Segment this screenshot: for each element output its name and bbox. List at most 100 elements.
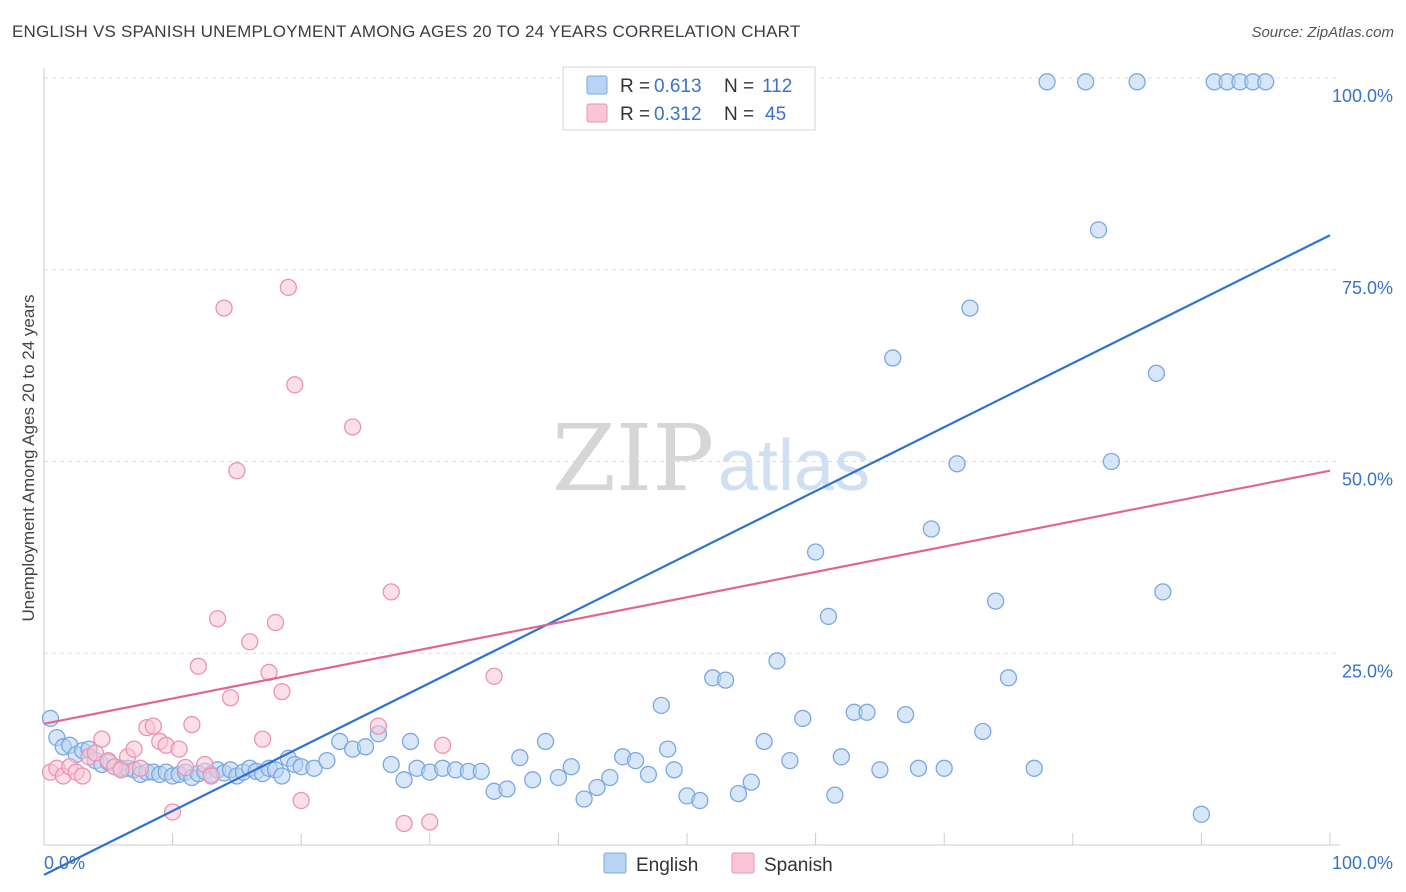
english-point-46 bbox=[382, 755, 400, 774]
english-point-48 bbox=[401, 732, 420, 751]
spanish-n-label: N = bbox=[724, 104, 754, 125]
english-point-87 bbox=[871, 761, 889, 779]
english-point-47 bbox=[395, 771, 413, 789]
english-point-70 bbox=[665, 761, 683, 779]
spanish-swatch bbox=[586, 103, 608, 123]
english-trend-line bbox=[43, 234, 1331, 876]
spanish-point-25 bbox=[202, 767, 220, 785]
spanish-n-value: 45 bbox=[765, 104, 786, 125]
spanish-point-8 bbox=[93, 730, 111, 748]
trend-lines bbox=[43, 234, 1331, 876]
english-point-77 bbox=[755, 732, 773, 751]
legend-spanish-label: Spanish bbox=[764, 855, 833, 876]
spanish-point-40 bbox=[382, 583, 400, 601]
english-point-103 bbox=[1128, 73, 1146, 91]
english-point-68 bbox=[652, 696, 670, 715]
english-swatch bbox=[586, 75, 608, 95]
english-point-97 bbox=[999, 669, 1018, 687]
english-point-101 bbox=[1089, 221, 1108, 239]
series-legend: English Spanish bbox=[603, 852, 833, 876]
source-label: Source: ZipAtlas.com bbox=[1251, 24, 1394, 41]
spanish-point-39 bbox=[369, 717, 388, 735]
watermark-atlas: atlas bbox=[718, 426, 870, 506]
spanish-point-35 bbox=[279, 278, 297, 297]
legend-spanish-swatch bbox=[731, 852, 755, 874]
spanish-point-5 bbox=[73, 767, 92, 785]
spanish-point-21 bbox=[176, 758, 195, 777]
y-tick-label-3: 100.0% bbox=[1332, 86, 1393, 106]
spanish-point-29 bbox=[228, 462, 246, 480]
english-point-104 bbox=[1154, 583, 1172, 601]
english-point-95 bbox=[974, 722, 992, 741]
spanish-point-23 bbox=[189, 657, 207, 675]
spanish-point-36 bbox=[286, 376, 304, 394]
english-point-42 bbox=[331, 732, 349, 751]
english-r-value: 0.613 bbox=[654, 76, 702, 97]
english-point-44 bbox=[356, 738, 375, 756]
english-point-36 bbox=[273, 767, 291, 785]
english-r-label: R = bbox=[620, 76, 650, 97]
english-point-59 bbox=[536, 732, 555, 751]
spanish-point-42 bbox=[421, 813, 439, 831]
english-point-79 bbox=[781, 751, 799, 770]
spanish-point-22 bbox=[183, 715, 201, 734]
english-point-111 bbox=[1147, 364, 1166, 382]
spanish-point-13 bbox=[125, 740, 143, 758]
english-point-63 bbox=[588, 778, 606, 797]
english-point-86 bbox=[858, 703, 876, 721]
english-point-75 bbox=[729, 784, 748, 803]
english-point-56 bbox=[498, 780, 516, 798]
english-point-72 bbox=[691, 791, 709, 810]
english-point-80 bbox=[794, 709, 812, 728]
correlation-legend: R = 0.613 N = 112 R = 0.312 N = 45 bbox=[562, 66, 816, 131]
english-point-91 bbox=[922, 520, 940, 538]
english-point-84 bbox=[832, 748, 850, 766]
english-point-54 bbox=[472, 762, 490, 781]
english-point-82 bbox=[819, 607, 838, 626]
english-point-93 bbox=[948, 455, 966, 473]
english-point-110 bbox=[1257, 73, 1275, 91]
english-point-99 bbox=[1038, 73, 1056, 91]
english-point-89 bbox=[896, 705, 915, 724]
english-point-69 bbox=[659, 740, 677, 758]
spanish-r-value: 0.312 bbox=[654, 104, 702, 125]
spanish-points bbox=[41, 278, 503, 833]
english-point-92 bbox=[935, 759, 953, 777]
spanish-point-26 bbox=[208, 610, 227, 628]
spanish-point-34 bbox=[273, 682, 291, 701]
chart-title: ENGLISH VS SPANISH UNEMPLOYMENT AMONG AG… bbox=[12, 22, 801, 41]
spanish-point-37 bbox=[292, 791, 310, 810]
spanish-trend-line bbox=[43, 469, 1331, 725]
english-point-100 bbox=[1077, 73, 1095, 91]
english-point-102 bbox=[1102, 452, 1121, 471]
english-point-57 bbox=[511, 748, 529, 767]
spanish-point-27 bbox=[215, 299, 233, 317]
english-n-value: 112 bbox=[762, 76, 792, 97]
english-point-83 bbox=[826, 786, 844, 804]
english-point-41 bbox=[318, 751, 336, 770]
x-tick-label-0: 0.0% bbox=[44, 853, 85, 873]
spanish-point-30 bbox=[241, 633, 259, 651]
watermark: ZIP atlas bbox=[552, 405, 870, 512]
english-n-label: N = bbox=[724, 76, 754, 97]
spanish-point-20 bbox=[170, 740, 188, 758]
spanish-point-7 bbox=[86, 744, 105, 762]
english-point-64 bbox=[601, 768, 619, 787]
english-point-90 bbox=[909, 759, 928, 777]
y-tick-label-2: 75.0% bbox=[1342, 278, 1393, 298]
legend-english-label: English bbox=[636, 855, 698, 876]
english-point-66 bbox=[626, 751, 645, 770]
y-tick-label-1: 50.0% bbox=[1342, 470, 1393, 490]
y-axis-title: Unemployment Among Ages 20 to 24 years bbox=[19, 295, 38, 622]
spanish-point-44 bbox=[485, 667, 503, 685]
legend-english-swatch bbox=[603, 852, 627, 874]
spanish-point-33 bbox=[266, 613, 285, 632]
watermark-zip: ZIP bbox=[552, 405, 714, 512]
grid-lines bbox=[44, 77, 1340, 654]
spanish-point-14 bbox=[131, 759, 150, 777]
english-point-58 bbox=[524, 771, 542, 789]
english-point-74 bbox=[716, 671, 735, 689]
spanish-point-31 bbox=[253, 730, 272, 748]
spanish-point-43 bbox=[434, 736, 452, 754]
